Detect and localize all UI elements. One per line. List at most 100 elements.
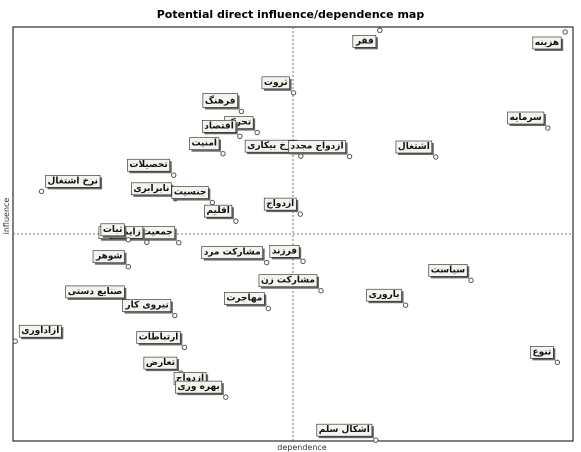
point-label: نرخ اشتغال [48, 176, 98, 186]
point-marker [125, 237, 132, 243]
point-label-box [45, 175, 101, 188]
data-point: مشارکت مرد [201, 246, 270, 266]
data-point: ازدواج [263, 197, 303, 217]
point-label-box [92, 250, 125, 264]
point-label: فرهنگ [205, 94, 236, 106]
point-label: ازدواج مجدد [290, 142, 343, 152]
point-marker [298, 153, 304, 159]
data-point: باروری [366, 288, 409, 308]
point-label-box [316, 423, 373, 437]
data-point: تنوع [530, 346, 561, 366]
point-label: ازاداوری [21, 326, 59, 336]
point-label-box [530, 346, 554, 359]
point-label-box [136, 331, 181, 344]
point-label: زایمان [112, 227, 141, 237]
point-label-box [202, 93, 238, 108]
point-label: نرخ بیکاری [247, 141, 295, 151]
point-label-box [224, 292, 265, 305]
point-label: فرزند [272, 246, 297, 256]
data-point: سرمایه [507, 111, 551, 131]
point-label: باروری [369, 290, 400, 300]
point-label-box [395, 140, 433, 154]
data-point: نرخ بیکاری [244, 139, 304, 159]
point-label-box [366, 288, 402, 302]
data-point: فرزند [269, 245, 306, 265]
point-marker [254, 129, 260, 136]
point-label: هزینه [535, 38, 559, 48]
point-marker [233, 218, 239, 224]
point-marker [12, 338, 18, 344]
point-label-box [175, 380, 223, 394]
point-label-box [507, 111, 545, 125]
point-label-box [263, 197, 297, 211]
point-marker [172, 312, 178, 319]
point-label-box [261, 76, 290, 90]
data-point: مهاجرت [224, 292, 272, 312]
data-point: مشارکت زن [258, 274, 324, 294]
point-marker [290, 90, 297, 96]
point-marker [176, 239, 182, 246]
point-label-box [122, 299, 172, 312]
point-label-box [201, 246, 263, 259]
point-label-box [258, 274, 318, 288]
point-marker [144, 239, 150, 245]
point-label-box [201, 119, 237, 133]
point-label: فقر [355, 36, 374, 46]
data-point: فقر [352, 27, 383, 50]
point-marker [237, 133, 243, 139]
point-marker [346, 153, 353, 160]
data-point: ثبات [100, 223, 132, 243]
point-label: شوهر [95, 252, 122, 262]
point-label: تعارض [146, 358, 175, 368]
point-marker [318, 288, 324, 294]
point-label-box [269, 245, 300, 258]
point-marker [125, 264, 132, 270]
point-label: تنوع [532, 347, 551, 357]
data-point: ارتباطات [136, 331, 188, 351]
point-label-box [65, 285, 125, 299]
point-marker [300, 258, 306, 265]
data-point: نرخ اشتغال [38, 175, 103, 195]
point-label-box [352, 35, 377, 48]
data-point: تحصیلات [127, 158, 177, 178]
point-label: ثبات [103, 225, 122, 235]
point-label-box [204, 204, 233, 218]
point-marker [209, 199, 216, 206]
point-marker [433, 154, 439, 160]
point-label-box [131, 182, 172, 196]
y-axis-label: influence [2, 198, 11, 235]
data-point: سیاست [428, 264, 474, 284]
data-point: نیروی کار [122, 299, 178, 319]
data-point: صنایع دستی [65, 285, 132, 305]
point-label: ارتباطات [139, 332, 179, 342]
point-label: بهره وری [177, 382, 219, 392]
point-marker [554, 359, 561, 366]
data-point: اشکال سلم [316, 423, 379, 443]
point-label: اقلیم [206, 206, 229, 216]
point-marker [181, 344, 188, 351]
point-label: اشکال سلم [319, 425, 370, 435]
point-label-box [189, 137, 220, 150]
point-label: صنایع دستی [68, 287, 123, 297]
point-label: نابرابری [133, 184, 169, 194]
point-marker [373, 437, 379, 443]
point-label-box [171, 186, 209, 199]
data-point: هزینه [532, 29, 568, 51]
point-marker [468, 277, 474, 284]
chart-title: Potential direct influence/dependence ma… [156, 8, 425, 21]
data-point: شوهر [92, 250, 132, 270]
point-marker [238, 108, 245, 115]
point-marker [297, 211, 303, 217]
x-axis-label: dependence [277, 443, 327, 452]
data-point: اقلیم [204, 204, 239, 224]
point-label-box [288, 140, 346, 153]
point-label-box [100, 223, 125, 237]
point-label: مهاجرت [226, 294, 262, 304]
point-label: تحرک [226, 118, 251, 128]
point-label-box [127, 158, 171, 172]
point-label: سرمایه [510, 113, 542, 123]
data-point: اشتغال [395, 140, 439, 160]
point-label: تحصیلات [129, 160, 167, 170]
point-label: مشارکت مرد [204, 248, 261, 258]
